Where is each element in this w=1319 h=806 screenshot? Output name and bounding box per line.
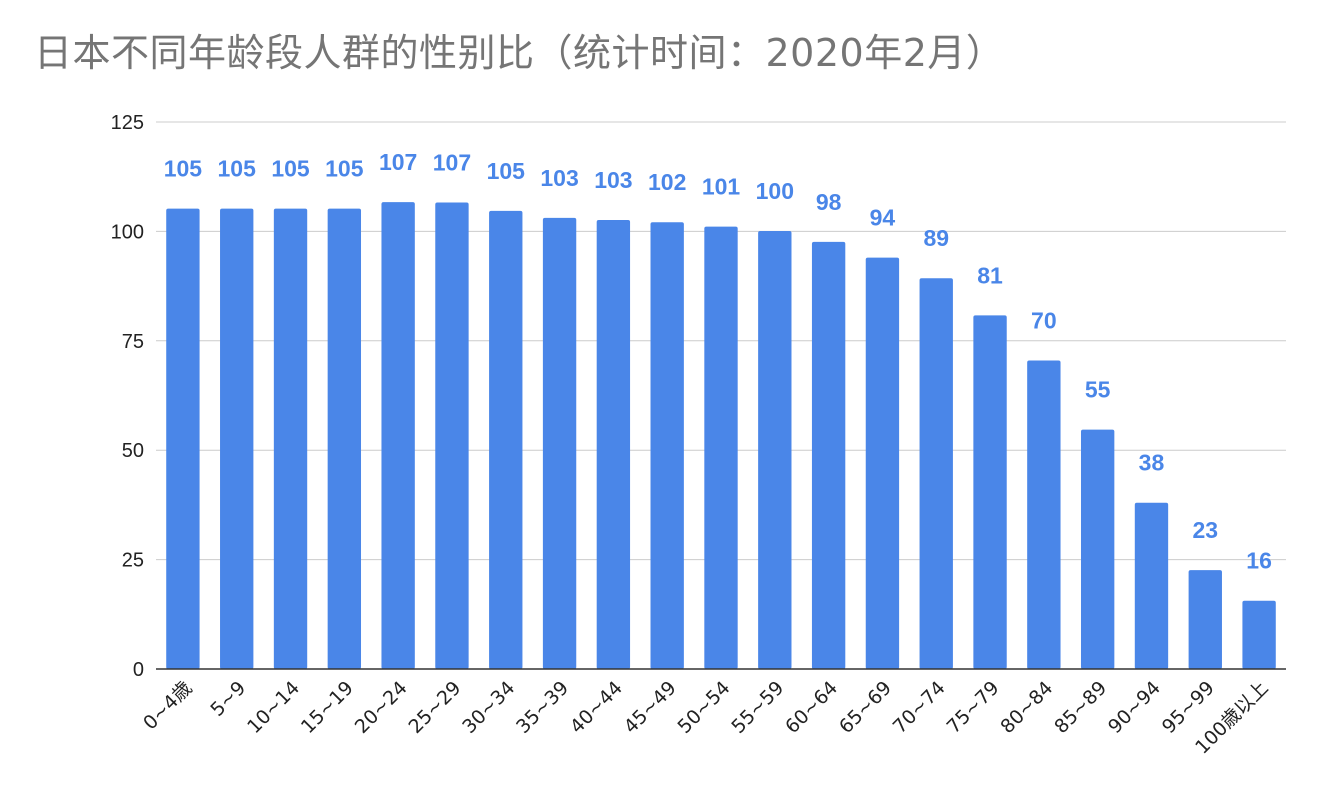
x-tick-label: 60~64 (781, 677, 842, 738)
data-label: 105 (487, 158, 526, 184)
y-tick-label: 25 (122, 550, 144, 572)
y-tick-label: 0 (133, 659, 144, 681)
x-tick-label: 0~4歳 (139, 677, 196, 734)
bar (1188, 570, 1222, 669)
data-label: 107 (433, 150, 471, 176)
y-tick-label: 75 (122, 331, 144, 353)
bar (435, 202, 469, 669)
x-tick-label: 55~59 (727, 677, 788, 738)
x-tick-label: 25~29 (404, 677, 465, 738)
bar (220, 208, 254, 669)
data-label: 103 (540, 165, 578, 191)
x-tick-label: 75~79 (943, 677, 1004, 738)
bar (273, 208, 308, 669)
bars (166, 202, 1276, 670)
x-tick-label: 5~9 (206, 677, 250, 721)
data-label: 70 (1031, 307, 1057, 333)
bar (1027, 360, 1061, 669)
data-labels: 105 105 105 105 107 107 105 103 103 102 101 100 98 94… (164, 149, 1272, 574)
data-label: 101 (702, 174, 741, 200)
x-tick-label: 15~19 (297, 677, 358, 738)
bar (381, 202, 415, 669)
x-tick-label: 35~39 (512, 677, 573, 738)
data-label: 105 (271, 156, 310, 182)
bar (1134, 502, 1169, 669)
bar (811, 241, 846, 669)
data-label: 107 (379, 149, 417, 175)
x-tick-label: 80~84 (996, 677, 1057, 738)
x-tick-label: 20~24 (351, 677, 412, 738)
x-tick-label: 85~89 (1050, 677, 1111, 738)
bar (650, 222, 684, 670)
data-label: 23 (1192, 517, 1218, 543)
bar (166, 208, 200, 669)
data-label: 81 (977, 262, 1003, 288)
data-label: 38 (1139, 450, 1165, 476)
data-label: 94 (870, 205, 896, 231)
x-tick-label: 45~49 (620, 677, 681, 738)
x-tick-label: 50~54 (674, 677, 735, 738)
bar (758, 230, 792, 669)
data-label: 98 (816, 189, 842, 215)
bar (865, 257, 900, 669)
data-label: 89 (923, 225, 949, 251)
data-label: 100 (756, 178, 794, 204)
bar (327, 208, 362, 669)
bar (489, 210, 523, 669)
x-tick-label: 65~69 (835, 677, 896, 738)
y-axis-tick-labels: 0 25 50 75 100 125 (111, 112, 144, 681)
bar (596, 220, 631, 669)
bar (973, 315, 1007, 669)
x-tick-label: 70~74 (889, 677, 950, 738)
y-tick-label: 125 (111, 112, 144, 134)
bar (542, 217, 577, 669)
data-label: 16 (1246, 548, 1272, 574)
data-label: 103 (594, 167, 632, 193)
data-label: 102 (648, 169, 686, 195)
bar (704, 226, 738, 669)
data-label: 105 (325, 156, 364, 182)
x-tick-label: 30~34 (458, 677, 519, 738)
x-tick-label: 10~14 (243, 677, 304, 738)
chart-title: 日本不同年龄段人群的性别比（统计时间：2020年2月） (34, 31, 1005, 75)
x-tick-label: 40~44 (566, 677, 627, 738)
y-tick-label: 100 (111, 221, 144, 243)
data-label: 105 (164, 156, 203, 182)
bar (1080, 429, 1115, 669)
bar (919, 278, 953, 669)
data-label: 55 (1085, 377, 1111, 403)
data-label: 105 (218, 156, 257, 182)
bar (1242, 600, 1276, 669)
x-axis-tick-labels: 0~4歳 5~910~1415~1920~2425~2930~3435~3940~… (139, 677, 1273, 759)
y-tick-label: 50 (122, 440, 144, 462)
x-tick-label: 90~94 (1104, 677, 1165, 738)
